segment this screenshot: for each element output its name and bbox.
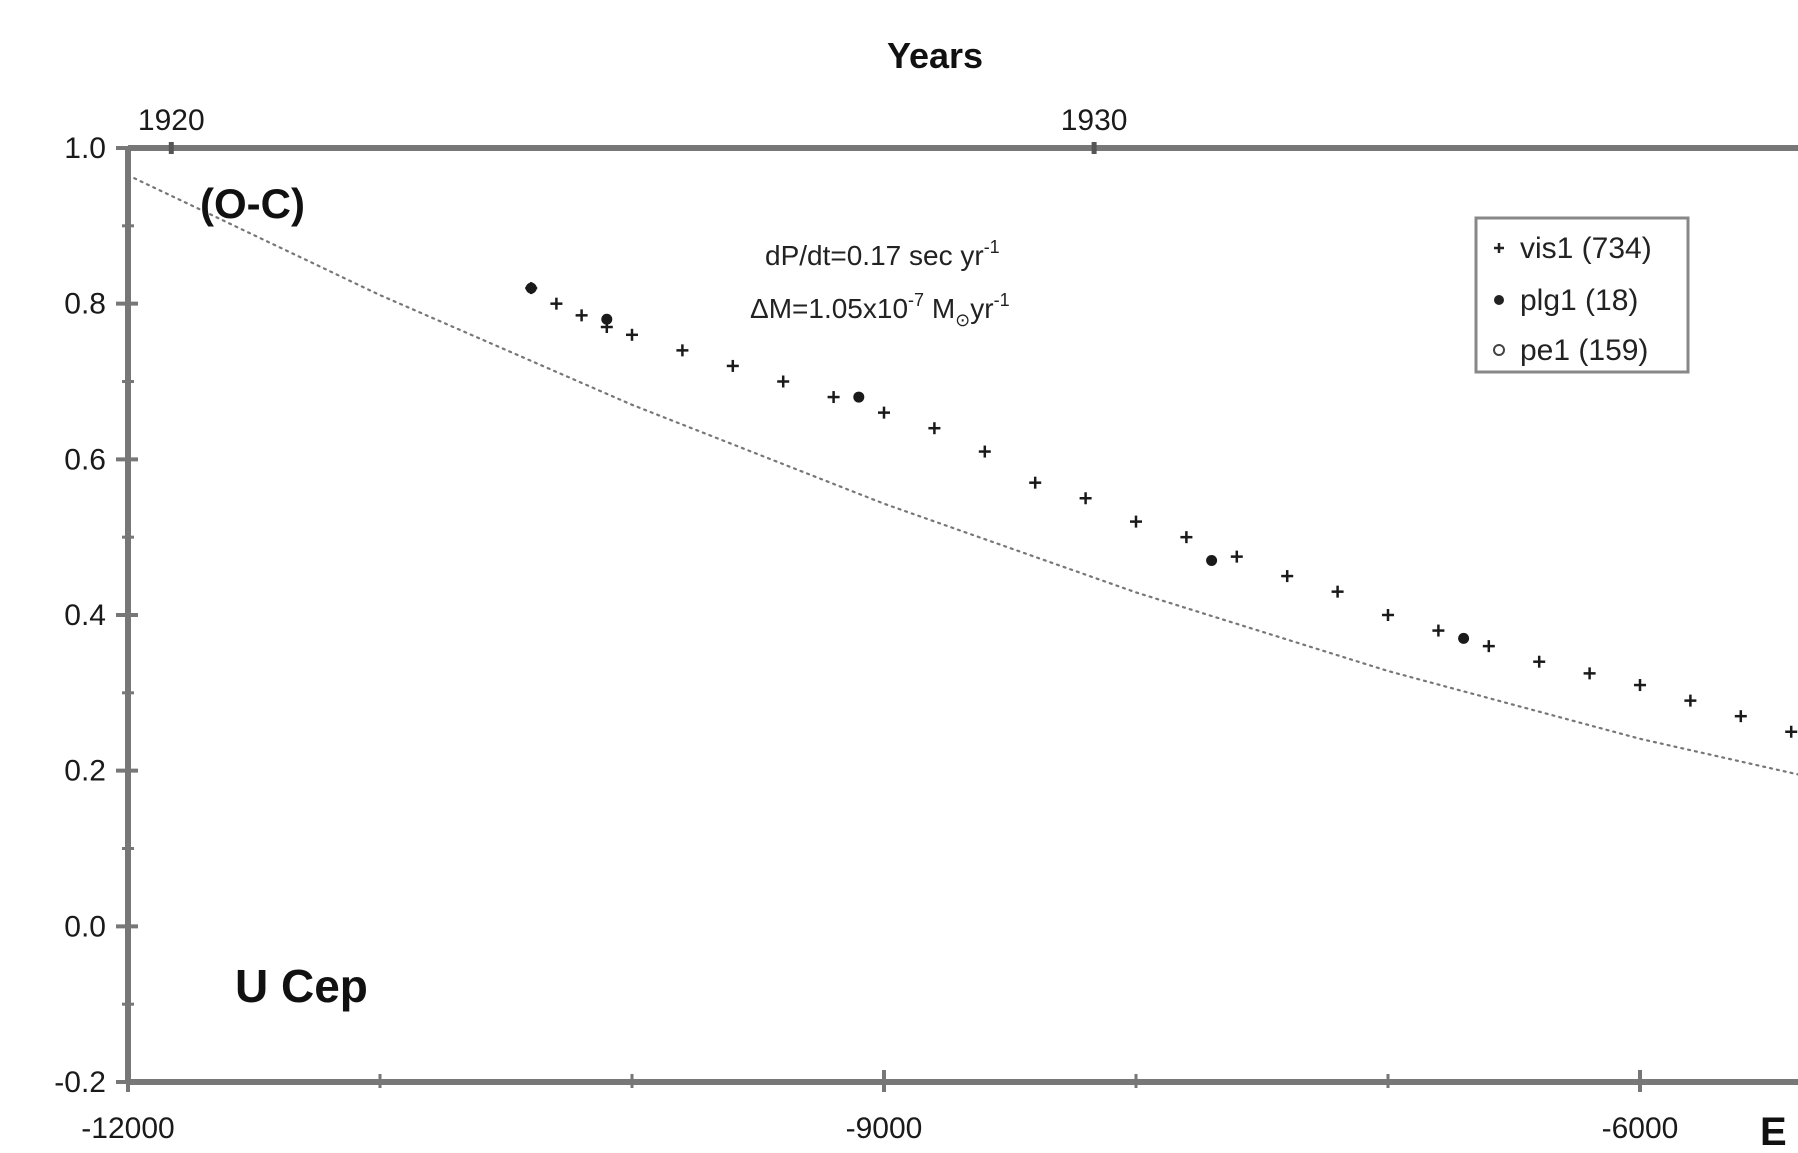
plg1-point [1458,632,1470,644]
vis1-point [1482,640,1495,653]
top-tick-label: 1930 [1061,104,1128,137]
vis1-point [1230,550,1243,563]
vis1-point [626,328,638,341]
plg1-point [1206,555,1218,567]
legend-marker-plus [1494,243,1504,253]
vis1-point [1331,585,1344,598]
vis1-point [1634,679,1646,692]
y-tick-label: 0.6 [64,443,106,476]
x-axis-title: E [1760,1110,1787,1153]
y-tick-label: -0.2 [54,1066,106,1099]
x-tick-label: -6000 [1602,1112,1679,1145]
vis1-point [575,309,588,322]
legend-label-plg1: plg1 (18) [1520,284,1638,317]
y-axis-title: (O-C) [200,180,305,227]
mass-loss-per-year: yr [970,293,993,324]
vis1-point [676,344,689,357]
plg1-point [601,313,613,325]
vis1-point [1382,609,1394,621]
vis1-point [978,445,991,458]
x-tick-label: -9000 [846,1112,923,1145]
legend-label-pe1: pe1 (159) [1520,334,1648,367]
vis1-point [1533,655,1546,668]
ticks-layer: -12000-9000-6000-30000300060001.00.80.60… [54,104,1679,1145]
mass-loss-value: ΔM=1.05x10 [750,293,908,324]
mass-loss-exponent: -7 [908,290,924,310]
object-label: U Cep [235,960,368,1012]
vis1-point [827,391,840,404]
legend-box [1474,216,1690,374]
vis1-point [726,359,739,372]
mass-loss-annotation: ΔM=1.05x10-7 M⊙yr-1 [750,290,1010,330]
vis1-point [1029,476,1042,489]
data-points-layer [525,282,1798,738]
legend-marker-circle [1493,344,1505,356]
vis1-point [550,297,563,310]
y-tick-label: 1.0 [64,132,106,165]
legend-label-vis1: vis1 (734) [1520,232,1652,265]
mass-loss-year-exponent: -1 [994,290,1010,310]
legend: vis1 (734) plg1 (18) pe1 (159) [1474,216,1690,374]
vis1-point [1281,570,1294,583]
legend-marker-dot [1494,295,1504,305]
top-tick-label: 1920 [138,104,205,137]
plg1-point [853,391,865,403]
vis1-point [1432,624,1445,637]
plg1-point [525,282,537,294]
y-tick-label: 0.4 [64,599,106,632]
vis1-point [878,406,890,419]
vis1-point [1130,515,1142,528]
vis1-point [928,422,941,435]
series-plus [525,282,1798,738]
y-tick-label: 0.2 [64,755,106,788]
y-tick-label: 0.0 [64,910,106,943]
y-tick-label: 0.8 [64,288,106,321]
vis1-point [1583,667,1596,680]
vis1-point [777,375,790,388]
period-change-annotation: dP/dt=0.17 sec yr-1 [765,237,1000,271]
period-change-text: dP/dt=0.17 sec yr [765,240,984,271]
x-tick-label: -12000 [81,1112,174,1145]
series-dot [525,282,1470,644]
vis1-point [1079,492,1092,505]
vis1-point [1785,725,1798,738]
vis1-point [1180,531,1193,544]
top-axis-title: Years [887,35,983,76]
vis1-point [1734,710,1747,723]
period-change-exponent: -1 [984,237,1000,257]
mass-loss-sun-symbol: ⊙ [955,310,970,330]
mass-loss-unit: M [924,293,955,324]
vis1-point [1684,694,1697,707]
